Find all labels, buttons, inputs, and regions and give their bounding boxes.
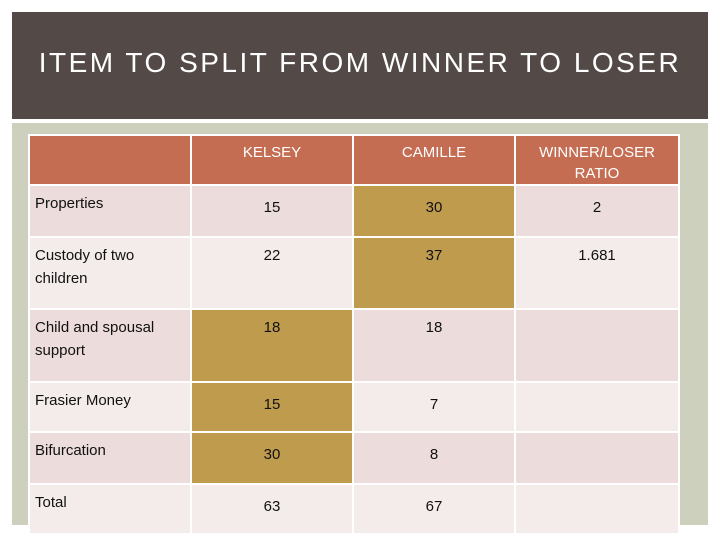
- kelsey-value: 18: [192, 310, 352, 381]
- row-item-label: Frasier Money: [30, 382, 190, 431]
- kelsey-value-text: 15: [263, 395, 281, 413]
- kelsey-value-text: 22: [263, 247, 281, 265]
- camille-value: 8: [354, 432, 514, 483]
- ratio-value: [516, 432, 678, 483]
- camille-value: 37: [354, 238, 514, 309]
- row-item-label: Custody of two children: [30, 238, 190, 309]
- header-kelsey: KELSEY: [192, 136, 352, 184]
- camille-value-text: 37: [425, 247, 443, 265]
- camille-value-text: 18: [425, 319, 443, 337]
- ratio-value: [516, 484, 678, 533]
- ratio-value-text: 1.681: [578, 247, 616, 265]
- winner-loser-table-container: KELSEY CAMILLE WINNER/LOSER RATIO Proper…: [28, 134, 680, 535]
- ratio-value: [516, 310, 678, 381]
- row-item-label: Child and spousal support: [30, 310, 190, 381]
- row-item-label: Properties: [30, 186, 190, 237]
- ratio-value: 2: [516, 186, 678, 237]
- kelsey-value: 15: [192, 382, 352, 431]
- kelsey-value: 30: [192, 432, 352, 483]
- kelsey-value: 22: [192, 238, 352, 309]
- header-corner-cell: [30, 136, 190, 184]
- camille-value: 67: [354, 484, 514, 533]
- kelsey-value-text: 30: [263, 445, 281, 463]
- ratio-value-text: 2: [592, 199, 602, 216]
- camille-value-text: 8: [429, 445, 439, 463]
- ratio-value: [516, 382, 678, 431]
- camille-value: 30: [354, 186, 514, 237]
- camille-value-text: 7: [429, 395, 439, 413]
- table-row: Custody of two children 22 37 1.681: [30, 238, 678, 309]
- camille-value-text: 30: [425, 199, 443, 216]
- kelsey-value: 15: [192, 186, 352, 237]
- table-row: Child and spousal support 18 18: [30, 310, 678, 381]
- winner-loser-table: KELSEY CAMILLE WINNER/LOSER RATIO Proper…: [28, 134, 680, 535]
- ratio-value: 1.681: [516, 238, 678, 309]
- kelsey-value-text: 15: [263, 199, 281, 216]
- kelsey-value: 63: [192, 484, 352, 533]
- row-item-label: Total: [30, 484, 190, 533]
- kelsey-value-text: 63: [263, 497, 281, 515]
- camille-value-text: 67: [425, 497, 443, 515]
- header-camille: CAMILLE: [354, 136, 514, 184]
- slide-title-bar: ITEM TO SPLIT FROM WINNER TO LOSER: [12, 12, 708, 119]
- slide-title: ITEM TO SPLIT FROM WINNER TO LOSER: [38, 46, 682, 78]
- table-row: Total 63 67: [30, 484, 678, 533]
- row-item-label: Bifurcation: [30, 432, 190, 483]
- camille-value: 18: [354, 310, 514, 381]
- table-header-row: KELSEY CAMILLE WINNER/LOSER RATIO: [30, 136, 678, 184]
- table-row: Frasier Money 15 7: [30, 382, 678, 431]
- camille-value: 7: [354, 382, 514, 431]
- table-row: Properties 15 30 2: [30, 186, 678, 237]
- table-row: Bifurcation 30 8: [30, 432, 678, 483]
- header-ratio: WINNER/LOSER RATIO: [516, 136, 678, 184]
- kelsey-value-text: 18: [263, 319, 281, 337]
